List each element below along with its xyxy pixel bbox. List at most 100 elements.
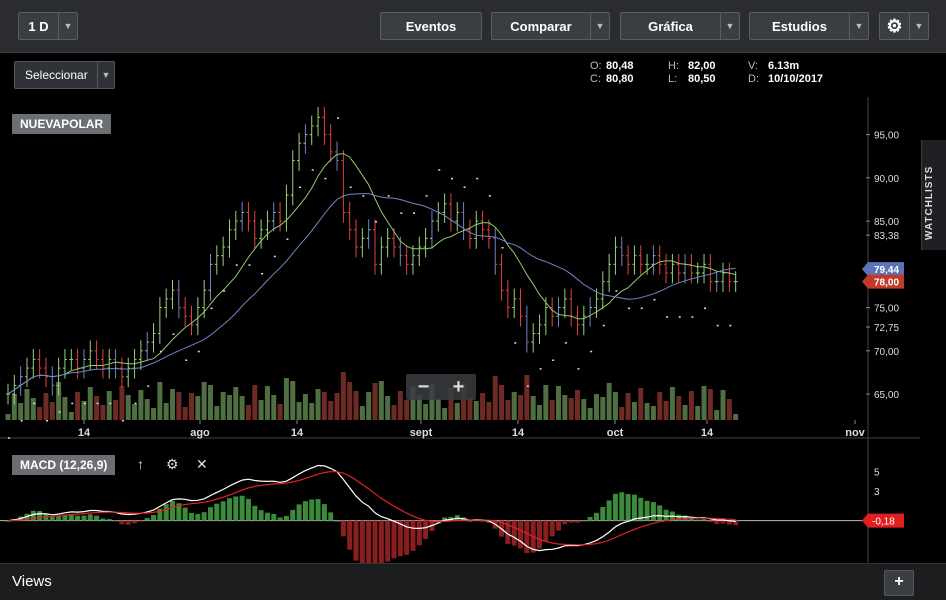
volume-bar xyxy=(252,385,258,420)
macd-histogram-bar xyxy=(315,499,321,521)
price-bar xyxy=(309,115,314,145)
volume-bar xyxy=(473,401,479,420)
last-price-red: 78,00 xyxy=(874,278,899,289)
price-bar xyxy=(676,253,681,284)
macd-histogram-bar xyxy=(733,520,739,526)
sar-dot xyxy=(640,307,643,310)
macd-histogram-bar xyxy=(638,497,644,521)
macd-histogram-bar xyxy=(56,516,62,521)
sar-dot xyxy=(412,212,415,214)
price-tick-label: 72,75 xyxy=(874,323,899,334)
price-bar xyxy=(176,279,181,318)
volume-bar xyxy=(688,391,694,420)
studies-button[interactable]: Estudios ▼ xyxy=(749,12,869,40)
settings-button[interactable]: ⚙ ▼ xyxy=(879,12,929,40)
macd-histogram-bar xyxy=(467,520,473,522)
volume-bar xyxy=(454,403,460,420)
sar-dot xyxy=(704,307,707,310)
chevron-down-icon: ▼ xyxy=(590,13,609,39)
macd-histogram-bar xyxy=(207,507,213,521)
volume-bar xyxy=(233,387,239,420)
top-toolbar: 1 D ▼ Eventos Comparar ▼ Gráfica ▼ Estud… xyxy=(0,0,946,53)
drawing-select[interactable]: Seleccionar ▼ xyxy=(14,61,115,89)
volume-bar xyxy=(486,402,492,420)
volume-bar xyxy=(524,375,530,420)
macd-study-label[interactable]: MACD (12,26,9) xyxy=(12,455,116,475)
volume-bar xyxy=(404,400,410,420)
open-value: 80,48 xyxy=(606,60,634,72)
close-icon[interactable]: ✕ xyxy=(196,456,208,472)
sar-dot xyxy=(716,324,719,327)
macd-histogram-bar xyxy=(144,518,150,521)
gear-icon[interactable]: ⚙ xyxy=(166,456,179,472)
macd-histogram-bar xyxy=(600,506,606,521)
price-bar xyxy=(271,202,276,232)
price-chart[interactable]: 95,00 90,00 85,00 83,38 75,00 72,75 70,00 65,00… xyxy=(0,0,920,563)
zoom-out-button[interactable]: − xyxy=(417,376,430,398)
macd-histogram-bar xyxy=(214,503,220,521)
sar-dot xyxy=(337,117,340,119)
watchlists-tab[interactable]: WATCHLISTS xyxy=(921,140,946,250)
close-label: C: xyxy=(590,73,601,85)
macd-histogram-bar xyxy=(321,504,327,521)
price-tick-label: 95,00 xyxy=(874,131,899,142)
macd-histogram-bar xyxy=(657,505,663,521)
macd-histogram-bar xyxy=(385,520,391,562)
add-view-button[interactable]: + xyxy=(884,570,914,596)
price-bar xyxy=(619,236,624,267)
secondary-toolbar xyxy=(0,53,946,97)
macd-histogram-bar xyxy=(416,520,422,546)
chart-type-button[interactable]: Gráfica ▼ xyxy=(620,12,740,40)
time-tick-label: 14 xyxy=(512,427,525,439)
views-label[interactable]: Views xyxy=(12,573,52,590)
arrow-up-icon[interactable]: ↑ xyxy=(137,456,144,472)
sar-dot xyxy=(235,264,238,266)
sar-dot xyxy=(362,195,365,197)
price-bar xyxy=(373,219,377,275)
events-button[interactable]: Eventos xyxy=(380,12,482,40)
volume-bar xyxy=(144,399,150,420)
price-bar xyxy=(347,202,352,241)
volume-bar xyxy=(480,393,486,420)
price-bar xyxy=(227,219,232,258)
volume-bar xyxy=(726,399,732,420)
sar-dot xyxy=(691,316,694,318)
last-price-blue: 79,44 xyxy=(874,265,899,276)
macd-histogram-bar xyxy=(125,520,131,525)
sar-dot xyxy=(501,247,504,249)
interval-select[interactable]: 1 D ▼ xyxy=(18,12,78,40)
volume-bar xyxy=(549,400,555,420)
volume-bar xyxy=(537,405,543,420)
volume-bar xyxy=(492,376,498,420)
macd-histogram-bar xyxy=(707,520,713,523)
sar-dot xyxy=(172,333,175,336)
price-bar xyxy=(259,219,264,249)
macd-histogram-bar xyxy=(366,520,372,563)
price-bar xyxy=(195,297,200,336)
price-bar xyxy=(208,253,213,301)
sar-dot xyxy=(653,298,656,301)
volume-bar xyxy=(68,412,74,420)
macd-histogram-bar xyxy=(195,513,201,521)
volume-bar xyxy=(391,405,397,420)
sar-dot xyxy=(628,307,631,310)
price-bar xyxy=(157,297,162,344)
volume-bar xyxy=(296,402,302,420)
time-tick-label: 14 xyxy=(291,427,304,439)
sar-dot xyxy=(552,359,555,361)
macd-histogram-bar xyxy=(245,498,251,521)
volume-bar xyxy=(720,390,726,420)
compare-button[interactable]: Comparar ▼ xyxy=(491,12,610,40)
price-bar xyxy=(113,349,118,379)
sar-dot xyxy=(8,437,10,439)
sar-dot xyxy=(602,324,605,327)
volume-bar xyxy=(226,395,232,420)
sar-dot xyxy=(590,350,593,353)
macd-histogram-bar xyxy=(720,520,726,524)
macd-histogram-bar xyxy=(5,520,11,522)
zoom-in-button[interactable]: + xyxy=(452,376,465,398)
macd-histogram-bar xyxy=(581,520,587,522)
price-bar xyxy=(721,262,726,292)
price-bar xyxy=(391,228,396,258)
macd-histogram-bar xyxy=(226,498,232,521)
